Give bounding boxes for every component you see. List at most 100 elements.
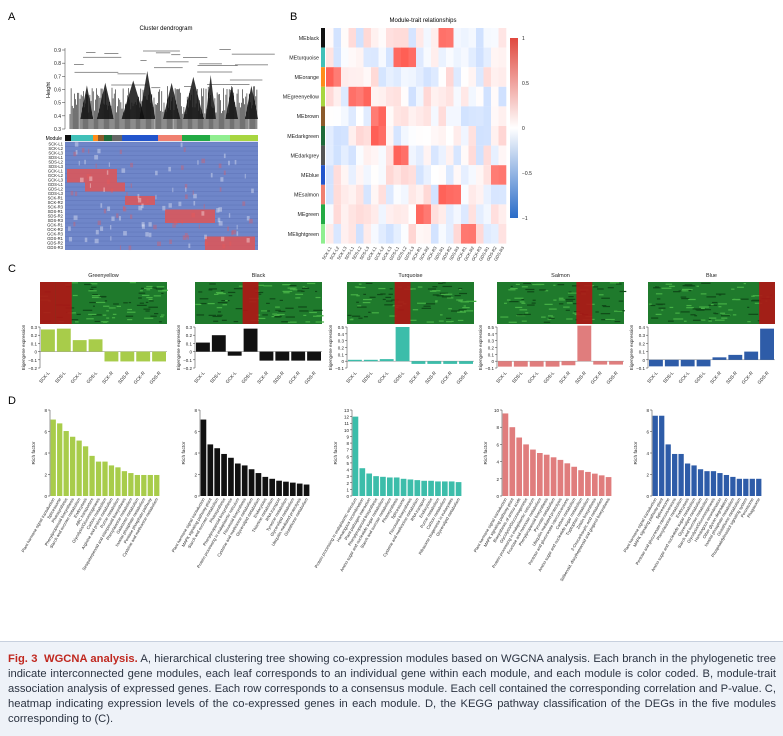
y-tick-label: 0.8 <box>54 61 61 67</box>
expression-hot-column <box>576 282 593 324</box>
correlation-cell <box>468 204 477 224</box>
correlation-cell <box>378 165 387 185</box>
correlation-cell <box>468 145 477 166</box>
correlation-cell <box>393 86 402 107</box>
correlation-cell <box>378 47 387 68</box>
rich-factor-bar <box>605 477 612 496</box>
caption-title: WGCNA analysis. <box>44 653 138 665</box>
correlation-cell <box>363 86 372 107</box>
d-y-tick-label: 0 <box>346 494 349 499</box>
heatmap-cell <box>242 201 246 206</box>
rich-factor-bar <box>115 467 121 496</box>
heatmap-cell <box>68 236 73 242</box>
expression-cell <box>94 320 101 323</box>
correlation-cell <box>333 126 342 146</box>
rich-factor-bar <box>536 453 543 496</box>
expression-cell <box>68 282 78 284</box>
expression-cell <box>508 289 516 291</box>
expression-cell <box>607 287 614 289</box>
correlation-cell <box>431 145 439 166</box>
d-y-tick-label: 8 <box>646 408 649 413</box>
heatmap-cell <box>148 222 152 227</box>
heatmap-cell <box>88 148 90 154</box>
heatmap-cell <box>169 239 172 245</box>
module-color-segment <box>158 135 182 141</box>
rich-factor-bar <box>736 478 742 496</box>
expression-cell <box>553 299 557 301</box>
expression-cell <box>458 300 463 302</box>
correlation-cell <box>498 47 507 68</box>
correlation-cell <box>333 184 342 205</box>
correlation-cell <box>326 106 334 126</box>
correlation-cell <box>416 28 424 48</box>
expression-cell <box>159 316 164 318</box>
correlation-cell <box>461 204 469 224</box>
correlation-cell <box>363 224 372 244</box>
correlation-cell <box>461 106 469 126</box>
expression-cell <box>352 315 361 317</box>
expression-cell <box>752 295 763 297</box>
heatmap-cell <box>234 159 237 165</box>
correlation-cell <box>393 47 402 68</box>
expression-cell <box>751 300 761 302</box>
correlation-cell <box>476 126 484 146</box>
correlation-cell <box>498 184 507 205</box>
correlation-cell <box>491 126 499 146</box>
correlation-cell <box>438 67 447 87</box>
c-y-tick-label: 0.1 <box>338 352 345 357</box>
kegg-panel: 8 6 4 2 0 Rich factor Plant hormone signal tra… <box>622 408 761 572</box>
eigengene-bar <box>459 361 473 364</box>
heatmap-cell <box>70 190 74 196</box>
expression-cell <box>548 308 557 310</box>
expression-cell <box>212 315 222 318</box>
correlation-cell <box>341 28 349 48</box>
heatmap-cell <box>119 245 122 250</box>
correlation-cell <box>483 67 492 87</box>
correlation-cell <box>446 224 454 244</box>
heatmap-cell <box>223 170 226 176</box>
heatmap-cell <box>181 219 183 225</box>
dendrogram-cluster <box>96 82 114 119</box>
correlation-cell <box>423 184 432 205</box>
expression-cell <box>558 303 564 305</box>
expression-cell <box>412 309 419 311</box>
correlation-cell <box>326 67 334 87</box>
rich-factor-bar <box>435 481 441 496</box>
rich-factor-bar <box>303 484 310 496</box>
rich-factor-bar <box>684 463 691 496</box>
correlation-cell <box>386 28 394 48</box>
module-color-segment <box>93 135 98 141</box>
expression-cell <box>600 313 611 315</box>
heatmap-cell <box>108 162 110 167</box>
expression-cell <box>457 319 464 322</box>
eigengene-bar <box>760 328 774 360</box>
correlation-cell <box>498 145 507 166</box>
expression-cell <box>88 290 97 292</box>
correlation-cell <box>326 145 334 166</box>
correlation-cell <box>408 106 417 126</box>
expression-cell <box>686 290 692 292</box>
d-y-tick-label: 2 <box>346 481 349 486</box>
heatmap-cell <box>172 223 176 228</box>
heatmap-cell <box>94 155 99 160</box>
expression-cell <box>721 317 728 319</box>
eigengene-bar <box>728 354 743 360</box>
sample-label: GCK-L2 <box>48 173 64 178</box>
expression-cell <box>111 317 116 319</box>
correlation-cell <box>468 28 477 48</box>
heatmap-cell <box>204 241 208 246</box>
heatmap-cell <box>222 244 226 249</box>
trait-labels: SCK-L1SCK-L2SCK-L3SDS-L1SDS-L2SDS-L3GCK-… <box>321 245 505 262</box>
expression-cell <box>363 293 367 295</box>
y-tick-label: 0.7 <box>54 74 61 80</box>
correlation-cell <box>483 126 492 146</box>
expression-cell <box>708 317 717 319</box>
expression-cell <box>347 314 352 316</box>
expression-cell <box>199 298 209 300</box>
expression-cell <box>682 285 688 287</box>
expression-cell <box>72 294 78 297</box>
c-x-label: GCK-L <box>678 370 691 384</box>
correlation-cell <box>423 224 432 244</box>
correlation-cell <box>348 106 357 126</box>
